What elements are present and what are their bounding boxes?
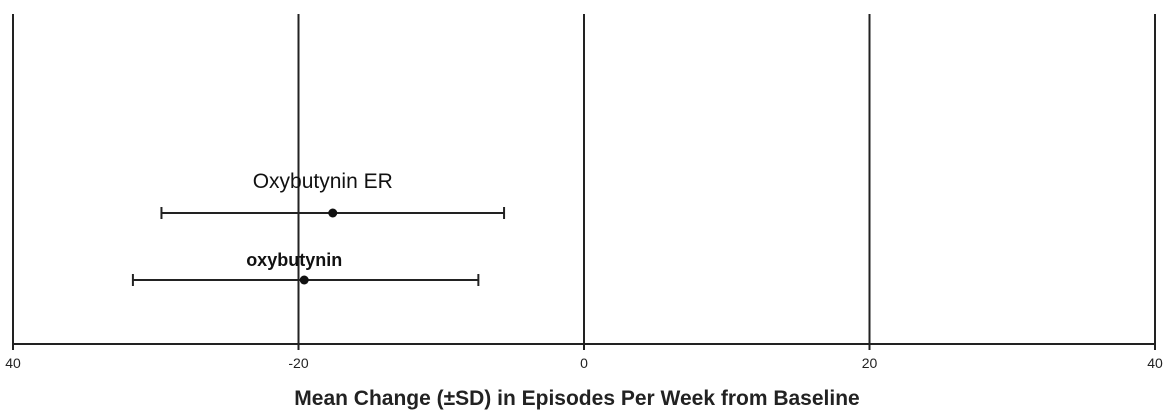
series-label: oxybutynin <box>246 250 342 270</box>
x-tick-label: 20 <box>862 355 878 371</box>
x-axis-title: Mean Change (±SD) in Episodes Per Week f… <box>294 387 859 410</box>
mean-point <box>299 275 309 285</box>
series-oxybutynin-er: Oxybutynin ER <box>160 170 506 219</box>
series-label: Oxybutynin ER <box>253 170 393 193</box>
x-tick-label: 0 <box>580 355 588 371</box>
x-tick-label: -20 <box>288 355 308 371</box>
mean-point <box>328 208 338 218</box>
x-tick-label: 40 <box>1147 355 1163 371</box>
x-axis-ticks: 40 -20 0 20 40 <box>5 344 1163 371</box>
x-tick-label: 40 <box>5 355 21 371</box>
series-group: Oxybutynin ER oxybutynin <box>131 170 506 286</box>
series-oxybutynin: oxybutynin <box>131 250 480 286</box>
gridlines <box>12 14 1156 344</box>
